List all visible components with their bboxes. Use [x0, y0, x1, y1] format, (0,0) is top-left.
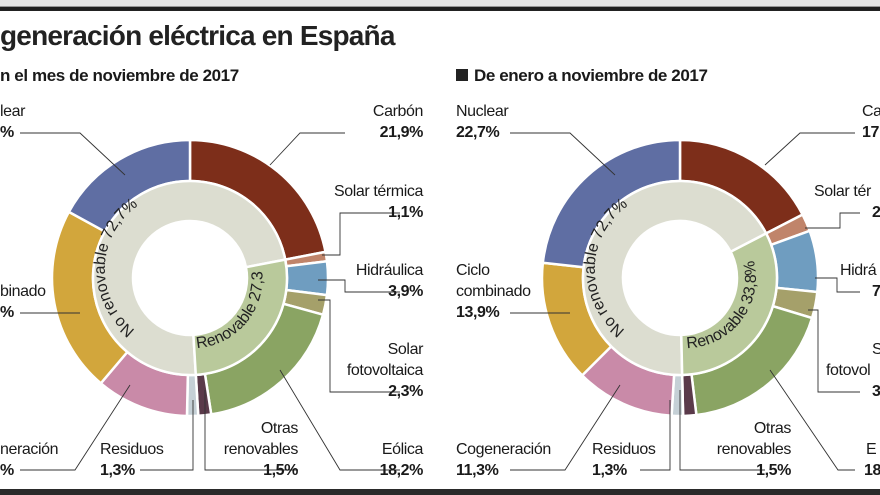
label-otras-right: Otras renovables 1,5%: [716, 420, 792, 479]
leader-line: [808, 309, 860, 393]
inner-ring-nonrenewable: [91, 179, 287, 377]
label-nuclear-right: Nuclear 22,7%: [456, 103, 509, 141]
label-hidraulica-left: Hidráulica 3,9%: [355, 262, 424, 300]
leader-line: [510, 132, 616, 176]
label-nuclear-left: lear%: [0, 103, 26, 141]
leader-line: [318, 279, 400, 293]
subtitle-left: n el mes de noviembre de 2017: [0, 66, 239, 85]
page-title: generación eléctrica en España: [0, 20, 395, 51]
label-solar-termica-left: Solar térmica 1,1%: [333, 183, 423, 221]
inner-ring-nonrenewable: [581, 179, 768, 377]
subtitle-right-text: De enero a noviembre de 2017: [474, 66, 708, 85]
subtitle-right: De enero a noviembre de 2017: [456, 66, 708, 86]
label-cogeneracion-left: neración%: [0, 441, 59, 479]
leader-line: [769, 369, 855, 471]
label-cogeneracion-right: Cogeneración 11,3%: [456, 441, 551, 479]
leader-lines: [20, 132, 860, 471]
label-residuos-right: Residuos 1,3%: [592, 441, 656, 479]
inner-ring-renewable: [192, 258, 289, 377]
label-eolica-right: E 18: [864, 441, 880, 479]
top-border: [0, 0, 880, 7]
inner-ring-renewable: [680, 231, 779, 377]
leader-line: [764, 132, 855, 166]
label-carbon-right: Ca 17: [862, 103, 880, 141]
bottom-border: [0, 489, 880, 495]
label-residuos-left: Residuos 1,3%: [100, 441, 164, 479]
label-carbon-left: Carbón 21,9%: [372, 103, 423, 141]
leader-line: [20, 384, 131, 471]
donut-left: [50, 138, 330, 418]
label-eolica-left: Eólica 18,2%: [379, 441, 424, 479]
leader-line: [679, 390, 765, 471]
label-otras-left: Otras renovables 1,5%: [223, 420, 299, 479]
leader-line: [805, 212, 860, 229]
leader-line: [322, 212, 400, 256]
label-ciclo-right: Ciclo combinado 13,9%: [456, 262, 531, 321]
leader-line: [279, 369, 400, 471]
square-bullet-icon: [456, 69, 468, 81]
label-solar-termica-right: Solar tér 2: [814, 183, 880, 221]
leader-line: [20, 132, 126, 176]
label-ciclo-left: binado%: [0, 283, 46, 321]
leader-line: [140, 400, 194, 471]
label-fotovoltaica-left: Solar fotovoltaica 2,3%: [346, 341, 424, 400]
leader-line: [815, 277, 860, 293]
donut-right: [540, 138, 820, 418]
leader-line: [204, 390, 298, 471]
leader-line: [640, 400, 671, 471]
leader-line: [269, 132, 345, 166]
leader-line: [318, 299, 400, 393]
header-rule: [0, 7, 880, 11]
leader-line: [510, 384, 621, 471]
label-hidraulica-right: Hidrá 7: [840, 262, 880, 300]
